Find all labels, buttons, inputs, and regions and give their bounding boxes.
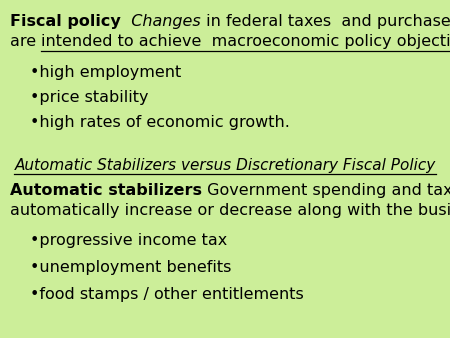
- Text: •high employment: •high employment: [30, 65, 181, 80]
- Text: •price stability: •price stability: [30, 90, 148, 105]
- Text: Automatic Stabilizers versus Discretionary Fiscal Policy: Automatic Stabilizers versus Discretiona…: [14, 158, 436, 173]
- Text: intended to achieve  macroeconomic policy objectives: intended to achieve macroeconomic policy…: [41, 34, 450, 49]
- Text: •progressive income tax: •progressive income tax: [30, 233, 227, 248]
- Text: •unemployment benefits: •unemployment benefits: [30, 260, 231, 275]
- Text: Automatic stabilizers: Automatic stabilizers: [10, 183, 202, 198]
- Text: Fiscal policy: Fiscal policy: [10, 14, 121, 29]
- Text: are: are: [10, 34, 41, 49]
- Text: in federal taxes  and purchases that: in federal taxes and purchases that: [201, 14, 450, 29]
- Text: •high rates of economic growth.: •high rates of economic growth.: [30, 115, 290, 130]
- Text: Government spending and taxes that: Government spending and taxes that: [202, 183, 450, 198]
- Text: •food stamps / other entitlements: •food stamps / other entitlements: [30, 287, 304, 302]
- Text: automatically increase or decrease along with the business cycle: automatically increase or decrease along…: [10, 203, 450, 218]
- Text: Changes: Changes: [121, 14, 201, 29]
